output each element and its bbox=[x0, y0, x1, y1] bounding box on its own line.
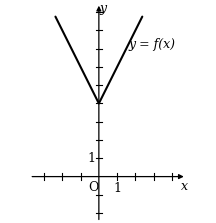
Text: O: O bbox=[88, 181, 98, 194]
Text: y: y bbox=[99, 2, 106, 15]
Text: x: x bbox=[181, 180, 188, 193]
Text: 1: 1 bbox=[113, 182, 121, 195]
Text: 1: 1 bbox=[87, 152, 95, 165]
Text: y = f(x): y = f(x) bbox=[128, 38, 175, 52]
